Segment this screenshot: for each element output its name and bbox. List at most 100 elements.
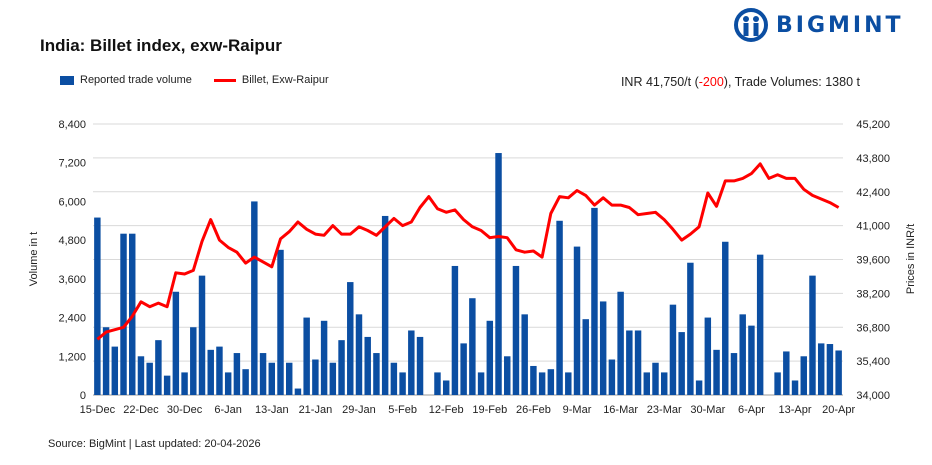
summary-suffix: ), Trade Volumes: 1380 t: [723, 75, 860, 89]
volume-bar: [137, 356, 145, 395]
volume-bar: [573, 246, 581, 395]
volume-bar: [285, 362, 293, 395]
volume-bar: [120, 233, 127, 395]
volume-bar: [800, 356, 807, 395]
volume-bar: [277, 249, 284, 395]
volume-bar: [477, 372, 485, 395]
x-tick: 16-Mar: [603, 404, 638, 416]
volume-bar: [442, 380, 450, 395]
volume-bar: [224, 372, 232, 395]
legend-swatch-price: [213, 78, 236, 82]
volume-bar: [704, 317, 712, 395]
volume-bar: [190, 327, 197, 395]
volume-bar: [268, 362, 276, 395]
volume-bar: [748, 325, 755, 395]
volume-bar: [495, 153, 502, 395]
volume-bar: [486, 320, 494, 395]
y-left-tick: 0: [80, 390, 86, 402]
y-right-tick: 34,000: [856, 390, 890, 402]
volume-bar: [660, 372, 668, 395]
volume-bar: [608, 359, 616, 395]
volume-bar: [451, 265, 459, 395]
price-line: [96, 162, 840, 341]
volume-bar: [652, 362, 659, 395]
volume-bar: [303, 317, 310, 395]
x-tick: 6-Apr: [738, 404, 765, 416]
volume-bar: [94, 217, 101, 395]
volume-bar: [163, 375, 171, 395]
y-right-tick: 42,400: [856, 187, 890, 199]
logo-text: BIGMINT: [776, 12, 904, 38]
volume-bar: [835, 350, 842, 395]
volume-bar: [434, 372, 441, 395]
volume-bar: [242, 369, 249, 395]
volume-bar: [338, 340, 345, 395]
y-right-tick: 41,000: [856, 221, 890, 233]
bigmint-logo: BIGMINT: [734, 8, 904, 42]
volume-bar: [233, 353, 241, 395]
y-left-tick: 1,200: [58, 351, 86, 363]
volume-bar: [102, 327, 110, 395]
volume-bar: [722, 241, 729, 395]
volume-bar: [547, 369, 555, 395]
volume-bar: [521, 314, 528, 395]
y-right-tick: 35,400: [856, 356, 890, 368]
x-tick: 30-Dec: [167, 404, 203, 416]
volume-bar: [530, 365, 537, 395]
summary-prefix: INR 41,750/t (: [620, 75, 699, 89]
volume-bar: [408, 330, 415, 395]
x-tick: 21-Jan: [299, 404, 333, 416]
x-tick: 30-Mar: [690, 404, 725, 416]
volume-bar: [469, 298, 476, 395]
volume-bar: [774, 372, 781, 395]
volume-bar: [312, 359, 319, 395]
volume-bar: [756, 254, 764, 395]
volume-bar: [739, 314, 746, 395]
volume-bar: [713, 349, 720, 395]
source-footer: Source: BigMint | Last updated: 20-04-20…: [48, 438, 261, 450]
volume-bar: [791, 380, 799, 395]
legend-swatch-volume: [60, 75, 74, 85]
volume-bar: [373, 353, 380, 395]
volume-bar: [582, 319, 589, 395]
y-left-tick: 8,400: [58, 119, 86, 131]
legend-label-price: Billet, Exw-Raipur: [241, 74, 329, 86]
volume-bar: [591, 207, 598, 395]
volume-bar: [643, 372, 651, 395]
chart-title: India: Billet index, exw-Raipur: [40, 36, 282, 55]
volume-bar: [634, 330, 642, 395]
volume-bar: [626, 330, 633, 395]
volume-bar: [687, 262, 694, 395]
y-right-tick: 45,200: [856, 119, 890, 131]
volume-bar: [826, 344, 834, 395]
volume-bar: [512, 265, 520, 395]
volume-bar: [381, 215, 389, 395]
volume-bar: [172, 291, 180, 395]
x-tick: 19-Feb: [472, 404, 507, 416]
volume-bar: [355, 314, 363, 395]
x-tick: 23-Mar: [647, 404, 682, 416]
y-left-tick: 4,800: [58, 235, 86, 247]
legend: Reported trade volume Billet, Exw-Raipur: [60, 74, 329, 86]
volume-bar: [207, 349, 214, 395]
logo-icon: [734, 8, 768, 42]
y-left-axis-label: Volume in t: [28, 232, 40, 286]
volume-bar: [809, 275, 816, 395]
y-right-tick: 39,600: [856, 255, 890, 267]
volume-bar: [251, 201, 258, 395]
volume-bar: [181, 372, 188, 395]
volume-bar: [599, 301, 607, 395]
volume-bar: [111, 346, 119, 395]
x-tick: 9-Mar: [563, 404, 592, 416]
volume-bar: [198, 275, 206, 395]
x-tick: 6-Jan: [214, 404, 242, 416]
y-left-tick: 3,600: [58, 274, 86, 286]
y-left-tick: 2,400: [58, 313, 86, 325]
volume-bar: [504, 356, 511, 395]
volume-bar: [669, 304, 677, 395]
volume-bar: [817, 343, 825, 395]
price-change: -200: [698, 75, 724, 89]
y-left-tick: 6,000: [58, 196, 86, 208]
x-tick: 5-Feb: [388, 404, 417, 416]
price-summary: INR 41,750/t (-200), Trade Volumes: 1380…: [621, 75, 860, 89]
